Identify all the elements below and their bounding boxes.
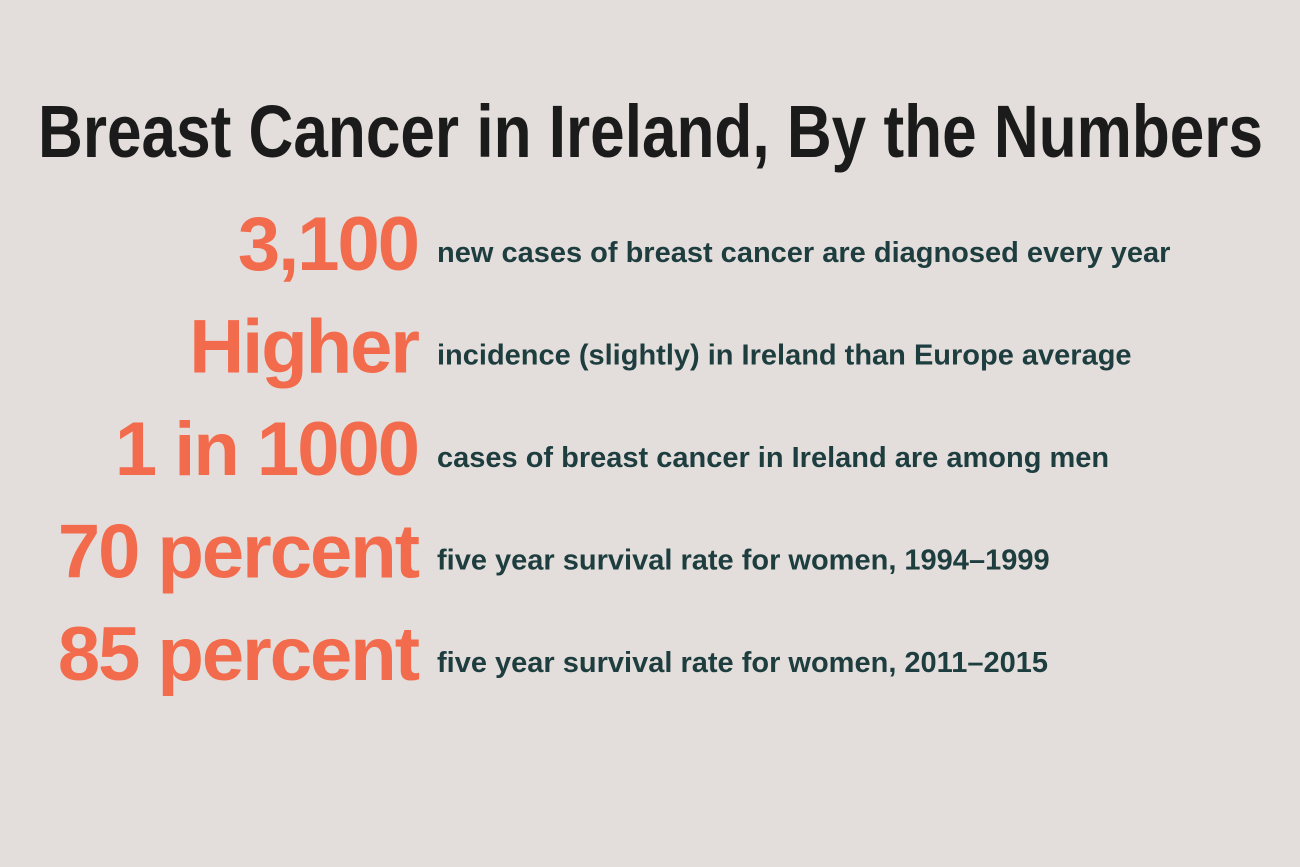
stat-description: five year survival rate for women, 2011–… [437,647,1048,679]
stat: 3,100 [238,202,418,287]
stat: Higher [189,305,419,390]
stat-description: cases of breast cancer in Ireland are am… [437,442,1109,474]
stat-description: new cases of breast cancer are diagnosed… [437,237,1170,269]
stat: 1 in 1000 [115,407,418,492]
title: Breast Cancer in Ireland, By the Numbers [38,90,1263,173]
stat-description: five year survival rate for women, 1994–… [437,545,1050,577]
stat-description: incidence (slightly) in Ireland than Eur… [437,340,1132,372]
stat: 70 percent [58,510,420,595]
stat: 85 percent [58,612,420,697]
